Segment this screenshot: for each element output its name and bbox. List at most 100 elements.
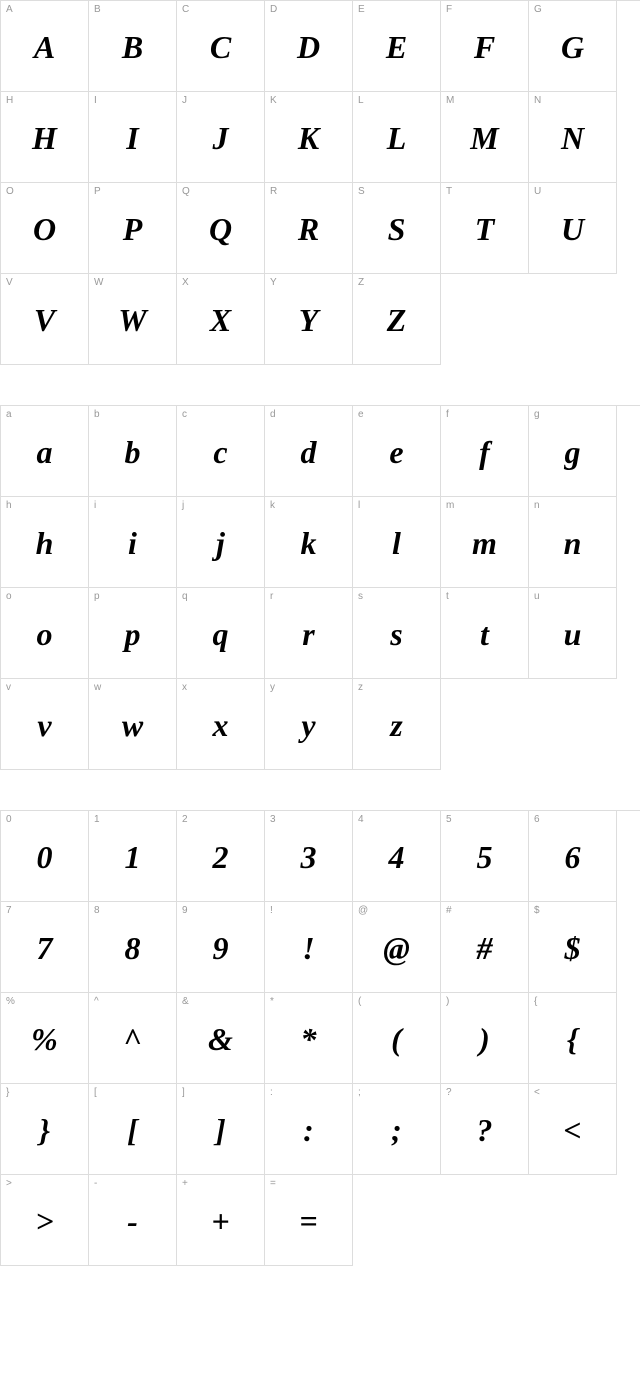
cell-label: U (534, 186, 541, 197)
cell-label: C (182, 4, 189, 15)
glyph-cell: && (177, 993, 265, 1084)
glyph-cell: kk (265, 497, 353, 588)
cell-glyph: t (441, 616, 528, 653)
cell-glyph: X (177, 302, 264, 339)
empty-cell (441, 679, 529, 769)
cell-label: t (446, 591, 449, 602)
cell-label: g (534, 409, 540, 420)
cell-glyph: K (265, 120, 352, 157)
glyph-cell: 00 (1, 811, 89, 902)
cell-glyph: 1 (89, 839, 176, 876)
cell-glyph: p (89, 616, 176, 653)
cell-glyph: ; (353, 1112, 440, 1149)
glyph-cell: VV (1, 274, 89, 365)
cell-glyph: W (89, 302, 176, 339)
cell-label: 2 (182, 814, 188, 825)
cell-label: q (182, 591, 188, 602)
glyph-cell: @@ (353, 902, 441, 993)
cell-glyph: 0 (1, 839, 88, 876)
cell-label: K (270, 95, 277, 106)
cell-glyph: j (177, 525, 264, 562)
glyph-cell: {{ (529, 993, 617, 1084)
cell-label: i (94, 500, 96, 511)
cell-glyph: c (177, 434, 264, 471)
glyph-cell: WW (89, 274, 177, 365)
cell-label: J (182, 95, 187, 106)
cell-label: & (182, 996, 189, 1007)
glyph-grid: aabbccddeeffgghhiijjkkllmmnnooppqqrrsstt… (0, 405, 640, 770)
glyph-cell: >> (1, 1175, 89, 1266)
glyph-cell: ## (441, 902, 529, 993)
cell-label: k (270, 500, 275, 511)
glyph-cell: %% (1, 993, 89, 1084)
glyph-cell: 33 (265, 811, 353, 902)
cell-glyph: 3 (265, 839, 352, 876)
cell-label: $ (534, 905, 540, 916)
glyph-cell: ii (89, 497, 177, 588)
cell-glyph: g (529, 434, 616, 471)
glyph-cell: OO (1, 183, 89, 274)
glyph-cell: MM (441, 92, 529, 183)
cell-glyph: I (89, 120, 176, 157)
cell-glyph: A (1, 29, 88, 66)
glyph-cell: vv (1, 679, 89, 770)
glyph-cell: 99 (177, 902, 265, 993)
cell-glyph: { (529, 1021, 616, 1058)
cell-glyph: V (1, 302, 88, 339)
glyph-cell: ff (441, 406, 529, 497)
cell-label: D (270, 4, 277, 15)
glyph-grid: AABBCCDDEEFFGGHHIIJJKKLLMMNNOOPPQQRRSSTT… (0, 0, 640, 365)
glyph-cell: ll (353, 497, 441, 588)
section-lowercase: aabbccddeeffgghhiijjkkllmmnnooppqqrrsstt… (0, 405, 640, 770)
cell-label: ) (446, 996, 449, 1007)
cell-label: f (446, 409, 449, 420)
cell-label: h (6, 500, 12, 511)
cell-glyph: ( (353, 1021, 440, 1058)
glyph-cell: BB (89, 1, 177, 92)
glyph-cell: XX (177, 274, 265, 365)
cell-label: I (94, 95, 97, 106)
cell-glyph: 9 (177, 930, 264, 967)
glyph-cell: $$ (529, 902, 617, 993)
cell-glyph: B (89, 29, 176, 66)
cell-glyph: U (529, 211, 616, 248)
section-numbers-symbols: 00112233445566778899!!@@##$$%%^^&&**(())… (0, 810, 640, 1266)
glyph-cell: ]] (177, 1084, 265, 1175)
cell-glyph: a (1, 434, 88, 471)
glyph-cell: II (89, 92, 177, 183)
glyph-cell: 11 (89, 811, 177, 902)
glyph-cell: ** (265, 993, 353, 1084)
cell-label: 8 (94, 905, 100, 916)
cell-label: } (6, 1087, 9, 1098)
cell-label: n (534, 500, 540, 511)
cell-label: r (270, 591, 273, 602)
cell-label: > (6, 1178, 12, 1189)
cell-glyph: - (89, 1203, 176, 1240)
cell-glyph: Y (265, 302, 352, 339)
cell-label: ( (358, 996, 361, 1007)
cell-label: @ (358, 905, 368, 916)
cell-label: T (446, 186, 452, 197)
glyph-cell: yy (265, 679, 353, 770)
glyph-cell: 44 (353, 811, 441, 902)
glyph-cell: QQ (177, 183, 265, 274)
cell-glyph: S (353, 211, 440, 248)
glyph-cell: CC (177, 1, 265, 92)
cell-glyph: N (529, 120, 616, 157)
cell-label: : (270, 1087, 273, 1098)
character-map: AABBCCDDEEFFGGHHIIJJKKLLMMNNOOPPQQRRSSTT… (0, 0, 640, 1266)
cell-label: d (270, 409, 276, 420)
empty-cell (441, 274, 529, 364)
glyph-cell: JJ (177, 92, 265, 183)
cell-glyph: < (529, 1112, 616, 1149)
glyph-cell: DD (265, 1, 353, 92)
cell-glyph: w (89, 707, 176, 744)
cell-label: M (446, 95, 454, 106)
cell-label: [ (94, 1087, 97, 1098)
cell-glyph: n (529, 525, 616, 562)
cell-label: A (6, 4, 13, 15)
glyph-cell: ++ (177, 1175, 265, 1266)
cell-label: E (358, 4, 365, 15)
cell-label: p (94, 591, 100, 602)
glyph-cell: 77 (1, 902, 89, 993)
